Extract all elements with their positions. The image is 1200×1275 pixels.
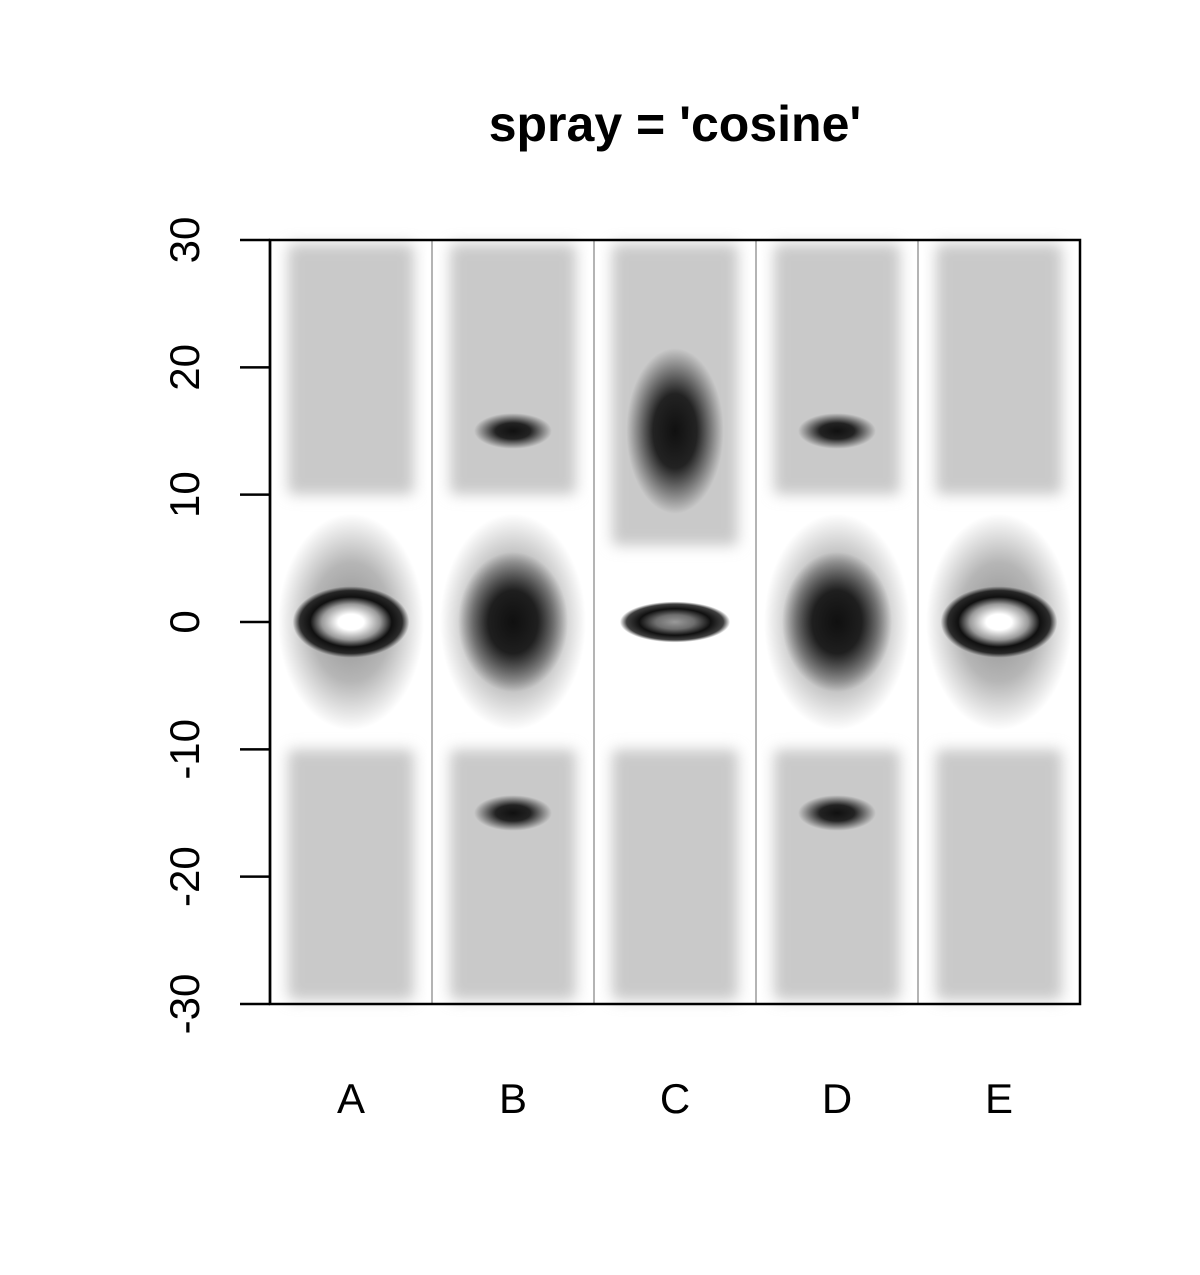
band-d-2 <box>774 244 900 495</box>
y-tick-label: -20 <box>161 846 208 907</box>
band-a-1 <box>288 749 414 1000</box>
band-d-1 <box>774 749 900 1000</box>
blob-b-1 <box>457 551 569 693</box>
x-tick-label: E <box>985 1075 1013 1122</box>
band-b-2 <box>450 244 576 495</box>
blob-b-3 <box>474 795 552 831</box>
blob-a-1 <box>292 586 410 658</box>
y-axis: -30 -20 -10 0 10 20 30 <box>161 217 272 1035</box>
x-tick-label: A <box>337 1075 365 1122</box>
column-a <box>278 244 424 1000</box>
x-tick-label: C <box>660 1075 690 1122</box>
y-tick-label: -30 <box>161 974 208 1035</box>
blob-c-1 <box>626 348 724 514</box>
blob-d-1 <box>781 551 893 693</box>
column-d <box>764 244 910 1000</box>
y-tick-label: 20 <box>161 344 208 391</box>
band-b-1 <box>450 749 576 1000</box>
blob-b-2 <box>474 413 552 449</box>
blob-e-1 <box>940 586 1058 658</box>
y-tick-label: 30 <box>161 217 208 264</box>
column-b <box>440 244 586 1000</box>
plot-area <box>268 238 1082 1006</box>
y-tick-label: 10 <box>161 471 208 518</box>
band-e-1 <box>936 749 1062 1000</box>
x-tick-label: B <box>499 1075 527 1122</box>
column-e <box>926 244 1072 1000</box>
x-tick-label: D <box>822 1075 852 1122</box>
chart-title: spray = 'cosine' <box>489 96 862 152</box>
blob-d-3 <box>798 795 876 831</box>
column-c <box>612 244 738 1000</box>
y-tick-label: 0 <box>161 610 208 633</box>
blob-d-2 <box>798 413 876 449</box>
band-e-2 <box>936 244 1062 495</box>
band-a-2 <box>288 244 414 495</box>
band-c-1 <box>612 749 738 1000</box>
blob-c-2 <box>619 601 731 643</box>
y-tick-label: -10 <box>161 719 208 780</box>
x-axis: A B C D E <box>337 1075 1013 1122</box>
